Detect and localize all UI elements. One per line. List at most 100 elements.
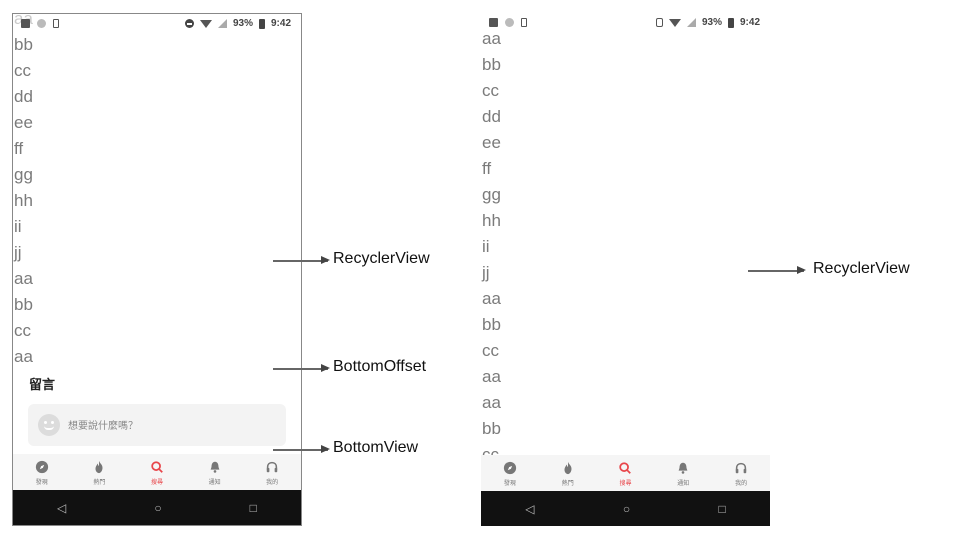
comment-title: 留言 — [29, 377, 56, 392]
list-item[interactable]: ee — [482, 133, 501, 152]
tab-label: 通知 — [677, 481, 690, 487]
list-item[interactable]: hh — [14, 191, 33, 210]
do-not-disturb-icon — [184, 19, 194, 28]
list-item[interactable]: ee — [14, 113, 33, 132]
list-item[interactable]: aa — [482, 367, 501, 386]
circle-notification-icon — [37, 19, 46, 28]
home-icon[interactable]: ○ — [154, 500, 162, 515]
list-item[interactable]: jj — [482, 263, 490, 282]
tab-notifications[interactable]: 通知 — [186, 454, 244, 492]
list-item[interactable]: ii — [14, 217, 22, 236]
list-item[interactable]: cc — [14, 321, 31, 340]
avatar-icon — [38, 414, 60, 436]
right-phone-screen: aa bb cc dd ee ff gg hh ii jj aa bb cc a… — [481, 13, 770, 526]
annotation-arrow — [748, 267, 806, 273]
list-item[interactable]: bb — [482, 315, 501, 334]
left-phone-screen: aa bb cc dd ee ff gg hh ii jj aa bb cc a… — [12, 13, 302, 526]
list-item[interactable]: hh — [482, 211, 501, 230]
tab-label: 熱門 — [93, 480, 106, 486]
vibrate-icon — [655, 18, 663, 27]
system-nav-bar: ◁ ○ □ — [13, 490, 301, 525]
image-notification-icon — [21, 19, 30, 28]
tab-label: 熱門 — [561, 481, 574, 487]
annotation-arrow — [273, 446, 330, 452]
list-item[interactable]: ii — [482, 237, 490, 256]
recents-icon[interactable]: □ — [249, 500, 257, 515]
annotation-label: BottomView — [333, 439, 419, 456]
list-item[interactable]: bb — [14, 35, 33, 54]
recycler-view[interactable]: aa bb cc dd ee ff gg hh ii jj aa bb cc a… — [13, 14, 301, 370]
battery-percent: 93% — [701, 17, 722, 28]
list-item[interactable]: dd — [482, 107, 501, 126]
list-item[interactable]: gg — [482, 185, 501, 204]
tab-profile[interactable]: 我的 — [712, 455, 770, 493]
signal-icon — [686, 18, 696, 27]
bottom-tab-bar: 發現 熱門 搜尋 通知 我的 — [481, 455, 770, 493]
search-icon — [619, 462, 632, 474]
list-item[interactable]: aa — [14, 347, 33, 366]
annotation-label: BottomOffset — [333, 358, 427, 375]
tab-hot[interactable]: 熱門 — [71, 454, 129, 492]
list-item[interactable]: aa — [14, 269, 33, 288]
annotation-arrow — [273, 257, 330, 263]
status-time: 9:42 — [739, 17, 760, 28]
back-icon[interactable]: ◁ — [525, 501, 535, 516]
bottom-offset-comment-section: 留言 想要說什麼嗎？ — [13, 369, 301, 459]
circle-notification-icon — [505, 18, 514, 27]
tab-notifications[interactable]: 通知 — [654, 455, 712, 493]
status-bar: 93% 9:42 — [481, 13, 770, 35]
tab-search[interactable]: 搜尋 — [597, 455, 655, 493]
list-item[interactable]: bb — [482, 55, 501, 74]
comment-placeholder: 想要說什麼嗎？ — [68, 421, 138, 432]
sd-card-icon — [53, 19, 59, 28]
list-item[interactable]: aa — [482, 289, 501, 308]
list-item[interactable]: ff — [14, 139, 24, 158]
list-item[interactable]: bb — [14, 295, 33, 314]
search-icon — [151, 461, 163, 473]
home-icon[interactable]: ○ — [622, 501, 631, 516]
bell-icon — [678, 462, 688, 474]
list-item[interactable]: dd — [14, 87, 33, 106]
compass-icon — [35, 460, 48, 474]
recycler-view[interactable]: aa bb cc dd ee ff gg hh ii jj aa bb cc a… — [481, 26, 770, 468]
system-nav-bar: ◁ ○ □ — [481, 491, 770, 526]
list-item[interactable]: jj — [14, 243, 22, 262]
list-item[interactable]: aa — [482, 29, 501, 48]
bottom-tab-bar: 發現 熱門 搜尋 通知 我的 — [13, 454, 301, 492]
flame-icon — [564, 461, 572, 475]
comment-input-box[interactable]: 想要說什麼嗎？ — [28, 404, 286, 446]
tab-profile[interactable]: 我的 — [243, 454, 301, 492]
tab-label: 搜尋 — [619, 481, 632, 487]
bell-icon — [210, 461, 219, 473]
recents-icon[interactable]: □ — [718, 501, 726, 516]
tab-discover[interactable]: 發現 — [481, 455, 539, 493]
wifi-icon — [668, 18, 681, 27]
list-item[interactable]: cc — [482, 341, 499, 360]
tab-hot[interactable]: 熱門 — [539, 455, 597, 493]
annotation-arrow — [273, 365, 330, 371]
flame-icon — [95, 460, 103, 474]
tab-label: 我的 — [735, 481, 748, 487]
status-time: 9:42 — [270, 18, 291, 29]
battery-icon — [727, 17, 734, 28]
tab-label: 我的 — [266, 480, 279, 486]
list-item[interactable]: gg — [14, 165, 33, 184]
tab-search[interactable]: 搜尋 — [128, 454, 186, 492]
battery-percent: 93% — [232, 18, 253, 29]
tab-label: 發現 — [35, 480, 48, 486]
compass-icon — [503, 461, 517, 475]
annotation-label: RecyclerView — [813, 260, 910, 277]
list-item[interactable]: aa — [482, 393, 501, 412]
list-item[interactable]: cc — [482, 81, 499, 100]
list-item[interactable]: cc — [14, 61, 31, 80]
list-item[interactable]: ff — [482, 159, 492, 178]
tab-label: 搜尋 — [150, 480, 163, 486]
headphones-icon — [266, 461, 278, 473]
status-bar: 93% 9:42 — [13, 14, 301, 36]
tab-label: 通知 — [208, 480, 221, 486]
tab-discover[interactable]: 發現 — [13, 454, 71, 492]
tab-label: 發現 — [503, 481, 516, 487]
annotation-label: RecyclerView — [333, 250, 430, 267]
list-item[interactable]: bb — [482, 419, 501, 438]
back-icon[interactable]: ◁ — [57, 500, 67, 515]
